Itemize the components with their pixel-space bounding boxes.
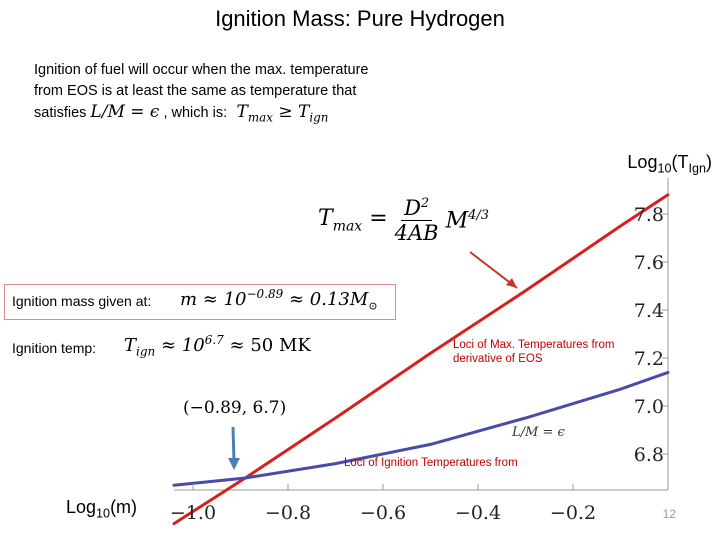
equation-ignition-temp: Tign ≈ 106.7 ≈ 50 MK	[124, 333, 311, 359]
red-arrow-head	[506, 278, 517, 288]
series-line-1	[172, 370, 670, 487]
x-tick-label: −0.8	[265, 502, 311, 524]
x-tick-label: −0.6	[360, 502, 406, 524]
intro-text: Ignition of fuel will occur when the max…	[34, 60, 454, 128]
equation-tmax: Tmax = D2 4AB M4/3	[318, 196, 490, 245]
intro-line-3-a: satisfies	[34, 105, 87, 121]
equation-tmax-ge-tign: Tmax ≥ Tign	[231, 102, 329, 125]
slide-number: 12	[662, 507, 676, 521]
y-tick-label: 7.4	[634, 300, 664, 322]
y-tick-label: 7.0	[634, 396, 664, 418]
x-tick-label: −0.4	[455, 502, 501, 524]
intro-line-3-b: , which is:	[163, 105, 228, 121]
annotation-ignition-temp: Loci of Ignition Temperatures from	[344, 457, 518, 469]
intro-line-3: satisfies L/M = ϵ , which is: Tmax ≥ Tig…	[34, 102, 454, 128]
x-tick-label: −1.0	[170, 502, 216, 524]
annotation-max-temp: Loci of Max. Temperatures from derivativ…	[453, 339, 615, 365]
intro-line-2: from EOS is at least the same as tempera…	[34, 83, 357, 99]
x-tick-label: −0.2	[550, 502, 596, 524]
equation-lm-epsilon: L/M = ϵ	[90, 102, 160, 122]
ignition-temp-label: Ignition temp:	[12, 340, 97, 356]
y-tick-label: 6.8	[634, 444, 664, 466]
slide-title: Ignition Mass: Pure Hydrogen	[215, 6, 505, 31]
y-axis-label: Log10(TIgn)	[627, 152, 712, 176]
x-axis-label: Log10(m)	[66, 497, 138, 521]
y-tick-label: 7.8	[634, 204, 664, 226]
annotation-intersection: (−0.89, 6.7)	[183, 398, 287, 418]
y-tick-label: 7.6	[634, 252, 664, 274]
plot-label-lm: L/M = ϵ	[511, 425, 565, 440]
ignition-mass-label: Ignition mass given at:	[12, 293, 152, 309]
blue-pointer-arrow	[231, 426, 236, 463]
blue-arrow-head	[228, 458, 240, 470]
intro-line-1: Ignition of fuel will occur when the max…	[34, 62, 369, 78]
ignition-mass-box	[4, 284, 396, 320]
y-tick-label: 7.2	[634, 348, 664, 370]
equation-ignition-mass: m ≈ 10−0.89 ≈ 0.13M⊙	[180, 287, 378, 313]
